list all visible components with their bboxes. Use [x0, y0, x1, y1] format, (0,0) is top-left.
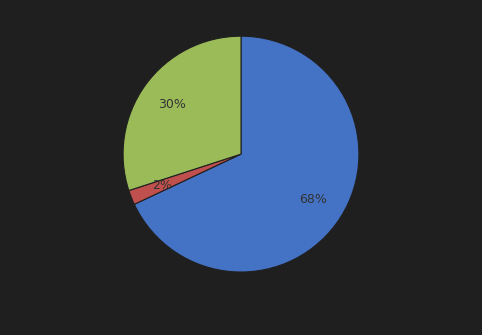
Text: 30%: 30%	[159, 98, 186, 111]
Text: 68%: 68%	[299, 193, 327, 206]
Text: 2%: 2%	[152, 179, 172, 192]
Wedge shape	[129, 154, 241, 204]
Wedge shape	[134, 36, 359, 272]
Wedge shape	[123, 36, 241, 191]
